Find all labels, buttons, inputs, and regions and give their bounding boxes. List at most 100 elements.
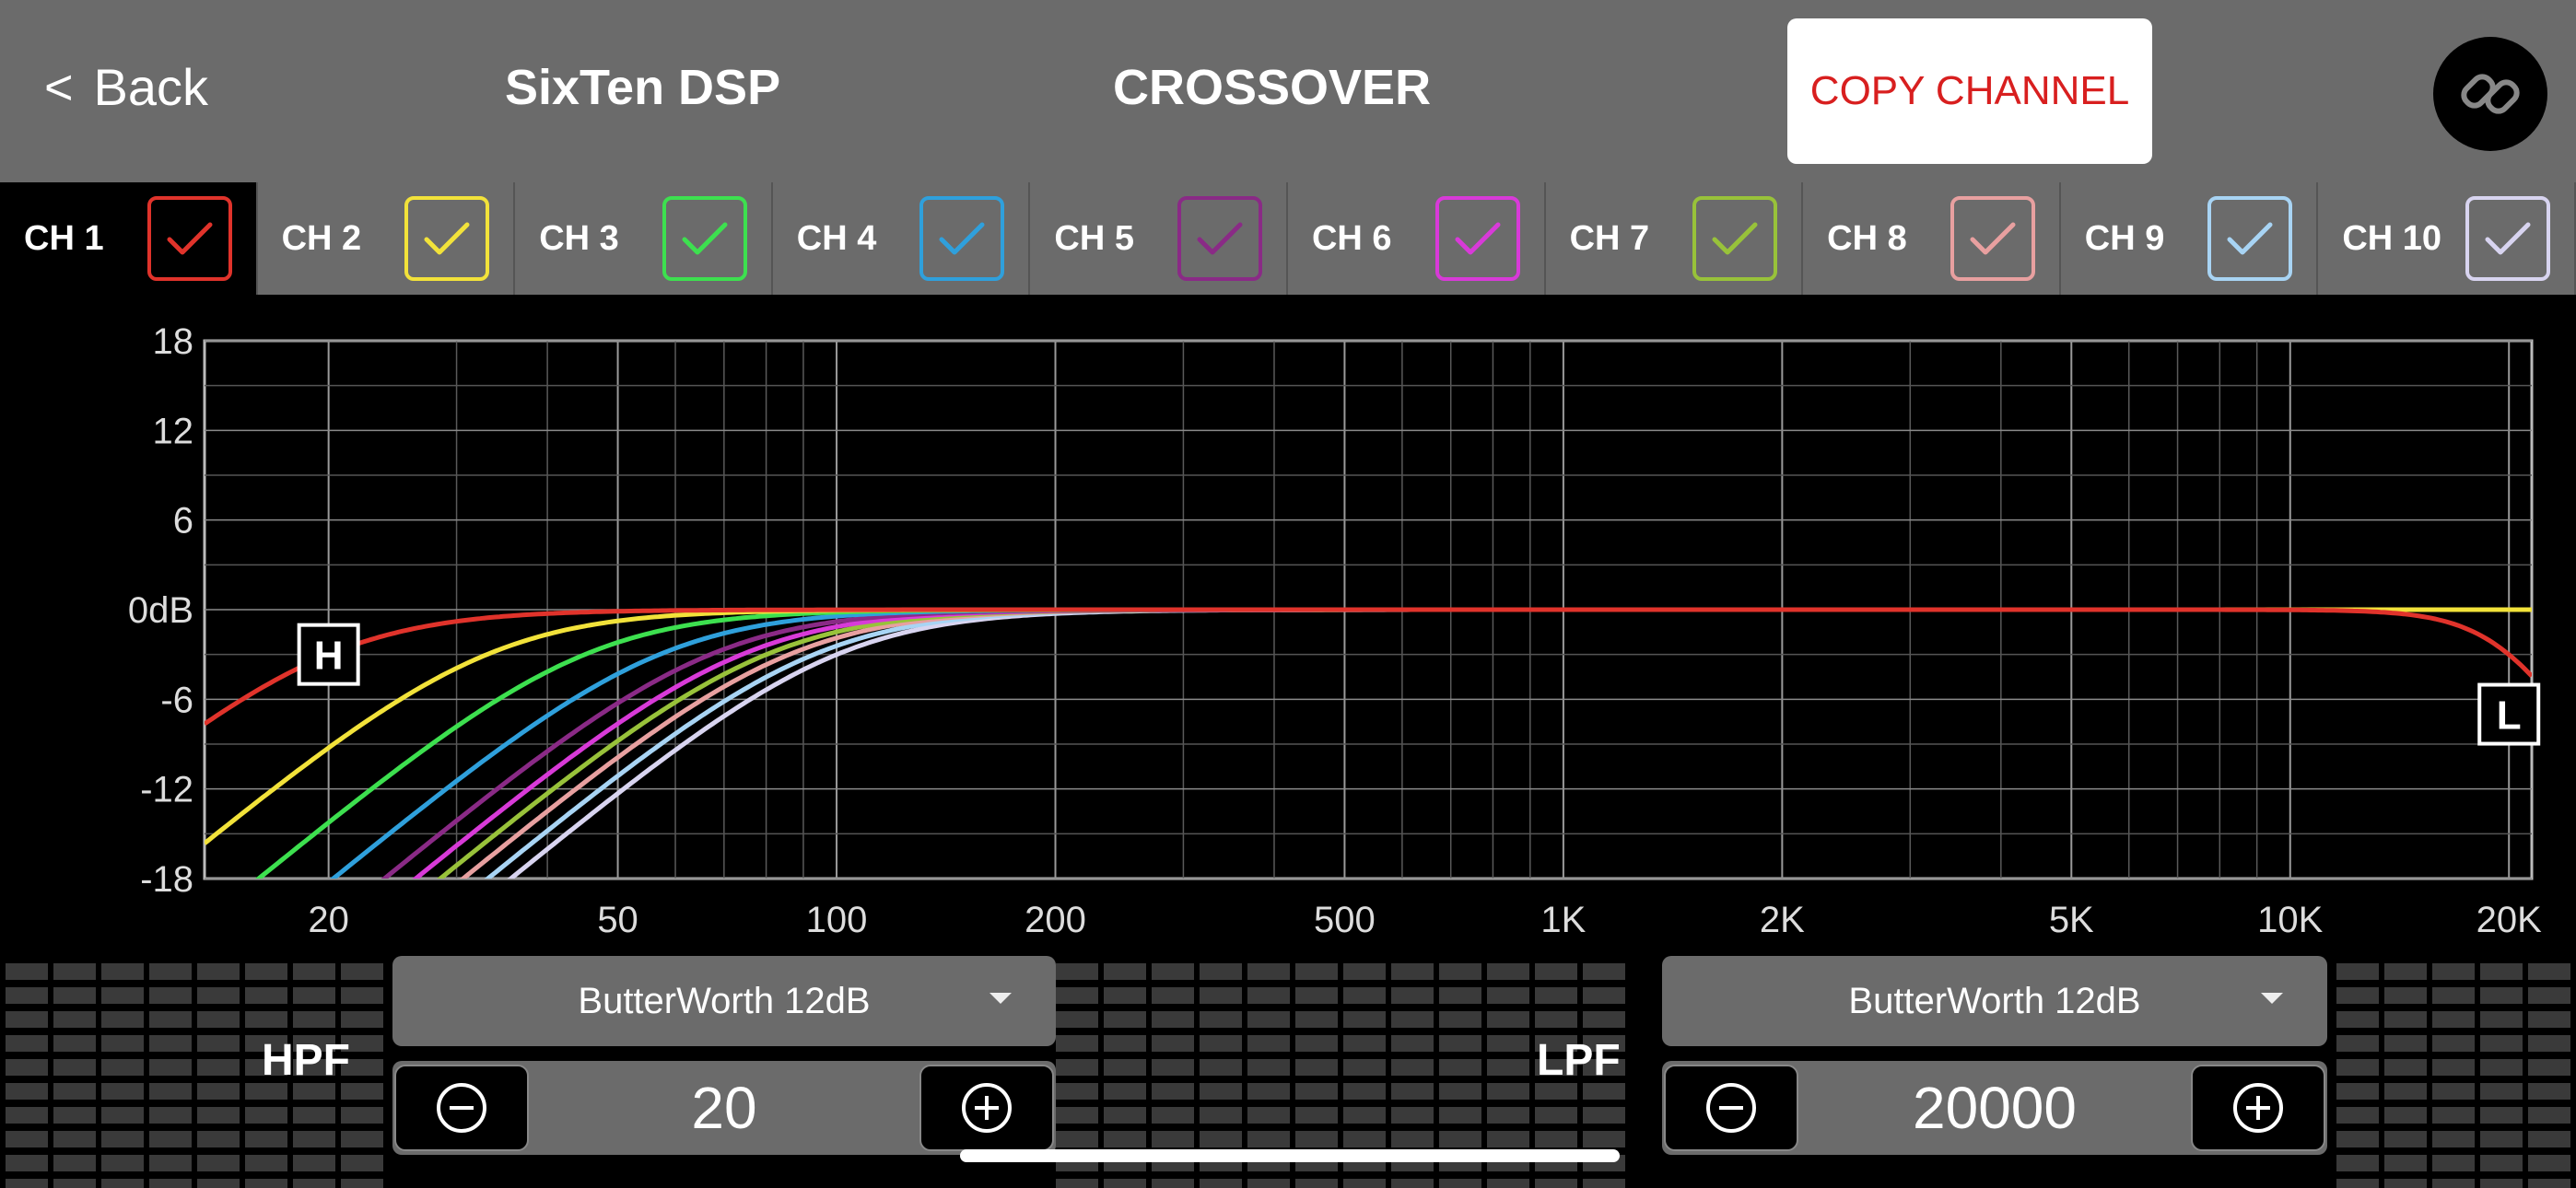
tab-ch-10[interactable]: CH 10 bbox=[2318, 182, 2576, 295]
meter-cell bbox=[245, 987, 287, 1004]
meter-cell bbox=[1583, 987, 1625, 1004]
lpf-increase-button[interactable] bbox=[2191, 1065, 2325, 1151]
meter-cell bbox=[1487, 1083, 1529, 1100]
meter-cell bbox=[1343, 1107, 1386, 1124]
meter-cell bbox=[1343, 987, 1386, 1004]
channel-visibility-checkbox[interactable] bbox=[662, 196, 747, 281]
tab-ch-7[interactable]: CH 7 bbox=[1546, 182, 1804, 295]
meter-cell bbox=[149, 1059, 192, 1076]
meter-cell bbox=[1295, 1011, 1338, 1028]
meter-cell bbox=[1583, 1107, 1625, 1124]
hpf-filter-type-label: ButterWorth 12dB bbox=[578, 980, 871, 1021]
tab-ch-9[interactable]: CH 9 bbox=[2061, 182, 2319, 295]
crossover-chart: 18 12 6 0dB -6 -12 -18 20 50 100 200 500 1K 2K 5K 10K 20… bbox=[0, 295, 2576, 949]
meter-cell bbox=[2384, 1131, 2427, 1147]
meter-cell bbox=[1295, 987, 1338, 1004]
meter-cell bbox=[245, 963, 287, 980]
meter-cell bbox=[149, 1035, 192, 1052]
channel-visibility-checkbox[interactable] bbox=[2207, 196, 2293, 281]
tab-ch-6[interactable]: CH 6 bbox=[1288, 182, 1546, 295]
meter-cell bbox=[1295, 1059, 1338, 1076]
channel-visibility-checkbox[interactable] bbox=[404, 196, 490, 281]
channel-visibility-checkbox[interactable] bbox=[1950, 196, 2035, 281]
bottom-controls: ButterWorth 12dB HPF 20 ButterWorth 12dB… bbox=[0, 949, 2576, 1188]
tab-ch-8[interactable]: CH 8 bbox=[1803, 182, 2061, 295]
meter-cell bbox=[2336, 1011, 2379, 1028]
copy-channel-button[interactable]: COPY CHANNEL bbox=[1787, 18, 2152, 164]
y-tick-label: 12 bbox=[153, 411, 194, 451]
meter-cell bbox=[2384, 1179, 2427, 1188]
meter-cell bbox=[2528, 963, 2570, 980]
meter-cell bbox=[53, 1179, 96, 1188]
marker-label: L bbox=[2497, 693, 2522, 739]
lpf-marker-handle[interactable] bbox=[2477, 682, 2541, 746]
meter-cell bbox=[1152, 987, 1194, 1004]
tab-ch-4[interactable]: CH 4 bbox=[773, 182, 1031, 295]
meter-cell bbox=[341, 963, 383, 980]
back-button[interactable]: < Back bbox=[44, 57, 208, 117]
meter-cell bbox=[2528, 1107, 2570, 1124]
meter-cell bbox=[1439, 987, 1481, 1004]
meter-cell bbox=[1200, 1107, 1242, 1124]
hpf-frequency-value[interactable]: 20 bbox=[691, 1075, 757, 1141]
meter-cell bbox=[1583, 1083, 1625, 1100]
tab-ch-2[interactable]: CH 2 bbox=[258, 182, 516, 295]
y-tick-label: -12 bbox=[140, 770, 193, 810]
meter-cell bbox=[1247, 1107, 1290, 1124]
channel-visibility-checkbox[interactable] bbox=[1177, 196, 1262, 281]
channel-visibility-checkbox[interactable] bbox=[1692, 196, 1778, 281]
tab-label: CH 10 bbox=[2342, 218, 2442, 258]
meter-cell bbox=[245, 1059, 287, 1076]
x-tick-label: 2K bbox=[1760, 900, 1805, 940]
meter-cell bbox=[1535, 1011, 1577, 1028]
tab-label: CH 3 bbox=[539, 218, 619, 258]
meter-cell bbox=[341, 1107, 383, 1124]
meter-cell bbox=[1487, 1107, 1529, 1124]
lpf-frequency-value[interactable]: 20000 bbox=[1913, 1075, 2077, 1141]
meter-cell bbox=[2336, 1035, 2379, 1052]
tab-ch-1[interactable]: CH 1 bbox=[0, 182, 258, 295]
meter-cell bbox=[1200, 1083, 1242, 1100]
meter-cell bbox=[53, 987, 96, 1004]
meter-cell bbox=[1152, 1035, 1194, 1052]
channel-visibility-checkbox[interactable] bbox=[919, 196, 1005, 281]
meter-cell bbox=[341, 1011, 383, 1028]
meter-cell bbox=[1056, 1179, 1098, 1188]
lpf-decrease-button[interactable] bbox=[1664, 1065, 1798, 1151]
hpf-marker-handle[interactable] bbox=[297, 623, 360, 686]
channel-visibility-checkbox[interactable] bbox=[2465, 196, 2550, 281]
meter-cell bbox=[2432, 1107, 2475, 1124]
lpf-filter-type-select[interactable]: ButterWorth 12dB bbox=[1662, 956, 2327, 1046]
meter-cell bbox=[6, 1155, 48, 1171]
hpf-decrease-button[interactable] bbox=[394, 1065, 529, 1151]
hpf-filter-type-select[interactable]: ButterWorth 12dB bbox=[392, 956, 1056, 1046]
channel-visibility-checkbox[interactable] bbox=[146, 196, 232, 281]
meter-cell bbox=[53, 1155, 96, 1171]
meter-cell bbox=[1487, 1131, 1529, 1147]
meter-cell bbox=[245, 1131, 287, 1147]
meter-cell bbox=[293, 1083, 335, 1100]
tab-ch-3[interactable]: CH 3 bbox=[515, 182, 773, 295]
meter-cell bbox=[1391, 1011, 1434, 1028]
channel-visibility-checkbox[interactable] bbox=[1434, 196, 1520, 281]
response-curves bbox=[205, 607, 2532, 879]
meter-cell bbox=[6, 1035, 48, 1052]
meter-cell bbox=[2384, 1155, 2427, 1171]
meter-cell bbox=[341, 987, 383, 1004]
checkmark-icon bbox=[167, 222, 213, 255]
meter-cell bbox=[2432, 963, 2475, 980]
y-tick-label: -18 bbox=[140, 859, 193, 900]
meter-cell bbox=[1391, 1059, 1434, 1076]
meter-cell bbox=[1295, 1035, 1338, 1052]
checkmark-icon bbox=[939, 222, 985, 255]
link-icon bbox=[2461, 74, 2520, 114]
link-channels-button[interactable] bbox=[2433, 37, 2547, 151]
meter-cell bbox=[1295, 1131, 1338, 1147]
hpf-increase-button[interactable] bbox=[919, 1065, 1054, 1151]
tab-ch-5[interactable]: CH 5 bbox=[1030, 182, 1288, 295]
meter-cell bbox=[1056, 1011, 1098, 1028]
meter-cell bbox=[1535, 1131, 1577, 1147]
meter-cell bbox=[293, 1131, 335, 1147]
meter-cell bbox=[149, 1155, 192, 1171]
meter-cell bbox=[2336, 963, 2379, 980]
